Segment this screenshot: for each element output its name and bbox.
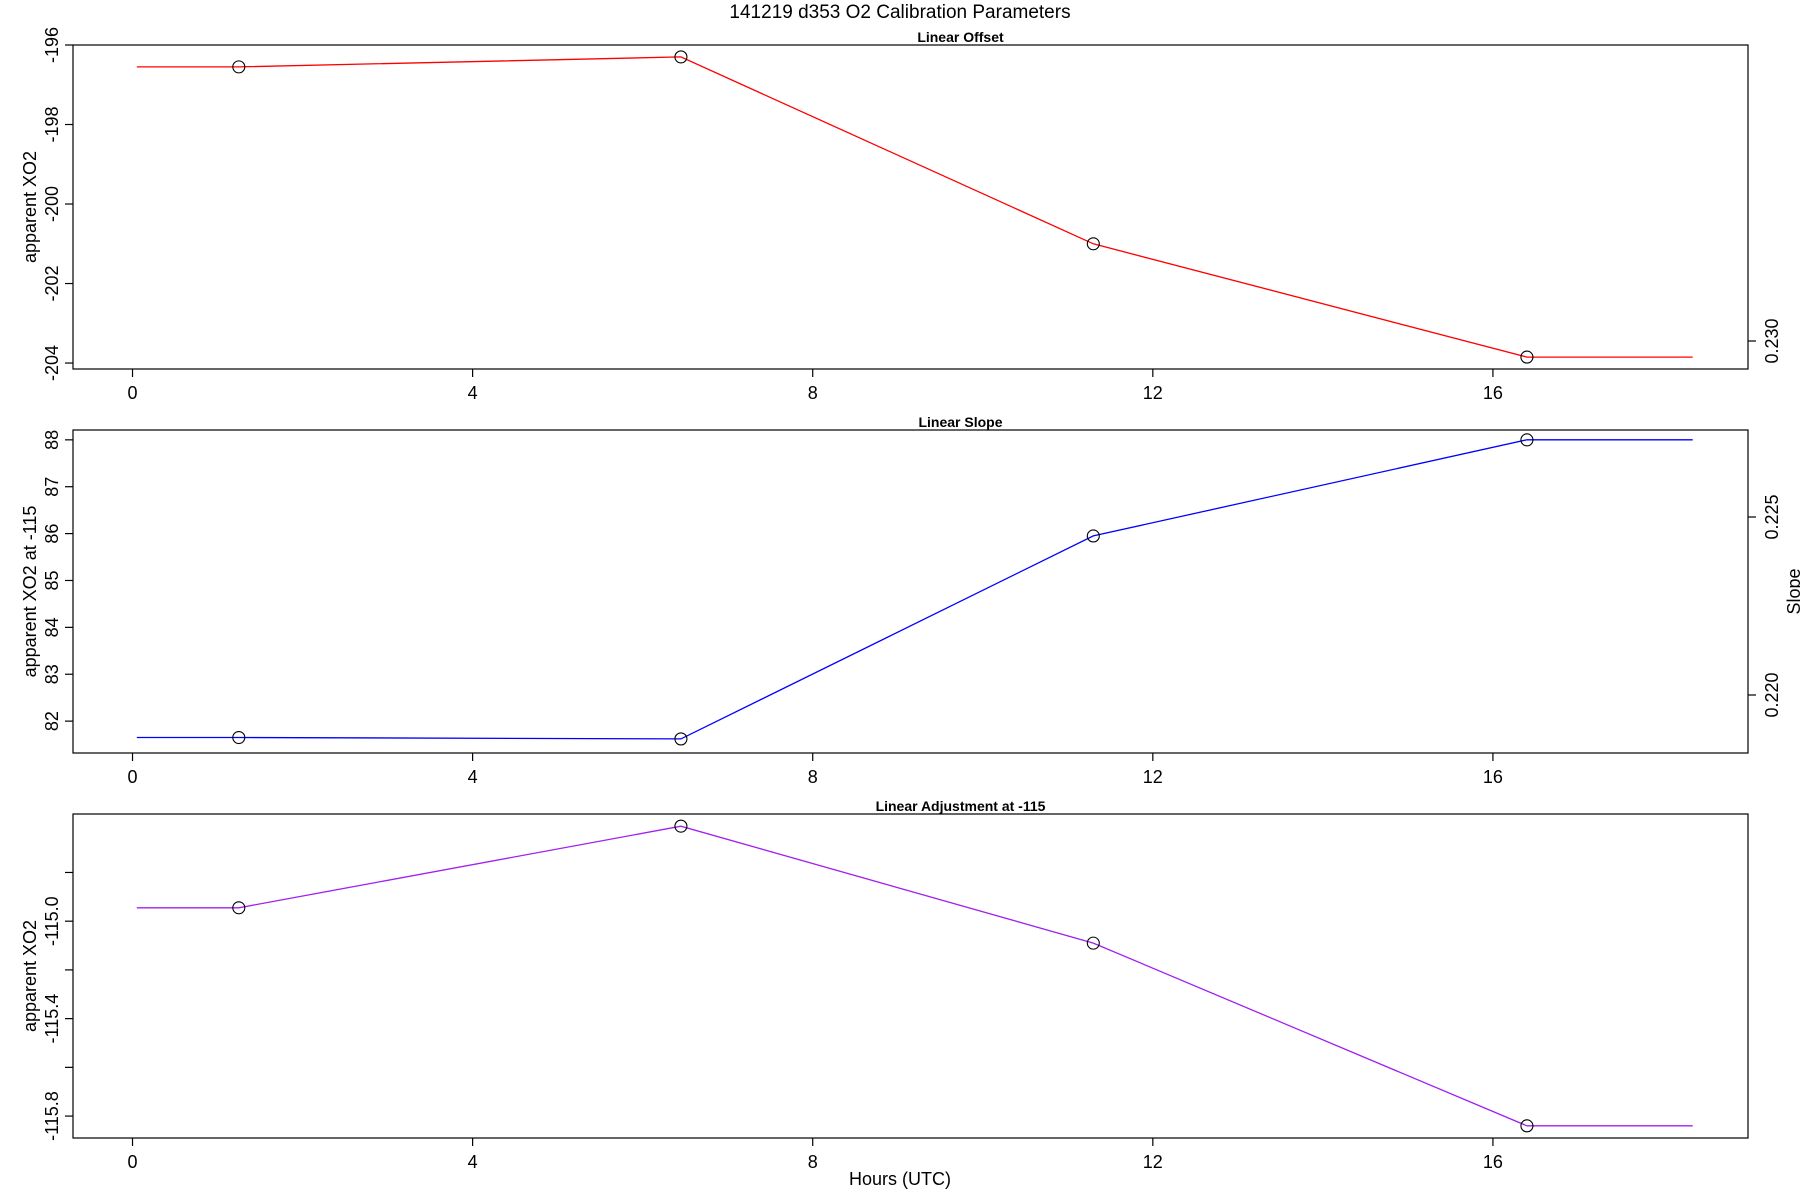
y-tick-label: -115.4 (42, 994, 62, 1044)
y-tick-label: -202 (42, 266, 62, 302)
data-point (1086, 237, 1100, 251)
x-tick-label: 12 (1143, 383, 1163, 403)
x-tick-label: 16 (1483, 1152, 1503, 1172)
data-point (1086, 529, 1100, 543)
x-tick-label: 4 (468, 383, 478, 403)
data-point (674, 732, 688, 746)
y-axis-label: apparent XO2 at -115 (20, 506, 40, 678)
y-tick-label: -115.8 (42, 1091, 62, 1141)
plot-frame (72, 44, 1749, 370)
data-point (1520, 433, 1534, 447)
data-point (674, 50, 688, 64)
x-tick-label: 8 (808, 383, 818, 403)
right-y-axis-label: Slope (1784, 568, 1800, 614)
data-point (232, 60, 246, 74)
chart-panels: Linear Offset 0 4 8 12 16 -196 -198 -200 -202 -204… (20, 27, 1800, 1172)
x-tick-label: 12 (1143, 1152, 1163, 1172)
x-tick-label: 0 (128, 767, 138, 787)
plot-frame (72, 429, 1749, 754)
panel-3: Linear Adjustment at -115 0 4 8 12 16 -115.0 -1… (20, 798, 1749, 1172)
x-tick-label: 16 (1483, 767, 1503, 787)
x-tick-label: 4 (468, 1152, 478, 1172)
y-tick-label: -198 (42, 106, 62, 142)
panel-1: Linear Offset 0 4 8 12 16 -196 -198 -200 -202 -204… (20, 27, 1749, 403)
plot-frame (72, 813, 1749, 1139)
x-tick-label: 4 (468, 767, 478, 787)
y-tick-label: -115.0 (42, 896, 62, 946)
y-tick-label: 88 (42, 430, 62, 450)
data-point (232, 901, 246, 915)
right-y-tick-label: 0.230 (1762, 318, 1782, 363)
x-tick-label: 16 (1483, 383, 1503, 403)
right-y-tick-label: 0.225 (1762, 494, 1782, 539)
x-axis-label: Hours (UTC) (849, 1169, 951, 1189)
y-tick-label: -200 (42, 186, 62, 222)
y-axis-label: apparent XO2 (20, 920, 40, 1032)
panel-title: Linear Adjustment at -115 (876, 798, 1046, 814)
data-point (1086, 936, 1100, 950)
y-tick-label: -204 (42, 345, 62, 381)
y-tick-label: 83 (42, 664, 62, 684)
y-tick-label: 85 (42, 570, 62, 590)
panel-title: Linear Offset (917, 29, 1004, 45)
series-line (136, 439, 1693, 740)
right-y-tick-label: 0.220 (1762, 672, 1782, 717)
x-tick-label: 8 (808, 1152, 818, 1172)
series-line (136, 825, 1693, 1127)
data-point (1520, 350, 1534, 364)
figure-title: 141219 d353 O2 Calibration Parameters (729, 2, 1070, 23)
x-tick-label: 0 (128, 1152, 138, 1172)
y-tick-label: 82 (42, 711, 62, 731)
x-tick-label: 12 (1143, 767, 1163, 787)
y-axis-label: apparent XO2 (20, 151, 40, 263)
data-point (1520, 1119, 1534, 1133)
y-tick-label: 84 (42, 617, 62, 637)
series-line (136, 56, 1693, 358)
data-point (674, 819, 688, 833)
panel-title: Linear Slope (918, 414, 1002, 430)
x-tick-label: 0 (128, 383, 138, 403)
x-tick-label: 8 (808, 767, 818, 787)
y-tick-label: 86 (42, 524, 62, 544)
y-tick-label: -196 (42, 27, 62, 63)
y-tick-label: 87 (42, 477, 62, 497)
data-point (232, 730, 246, 745)
